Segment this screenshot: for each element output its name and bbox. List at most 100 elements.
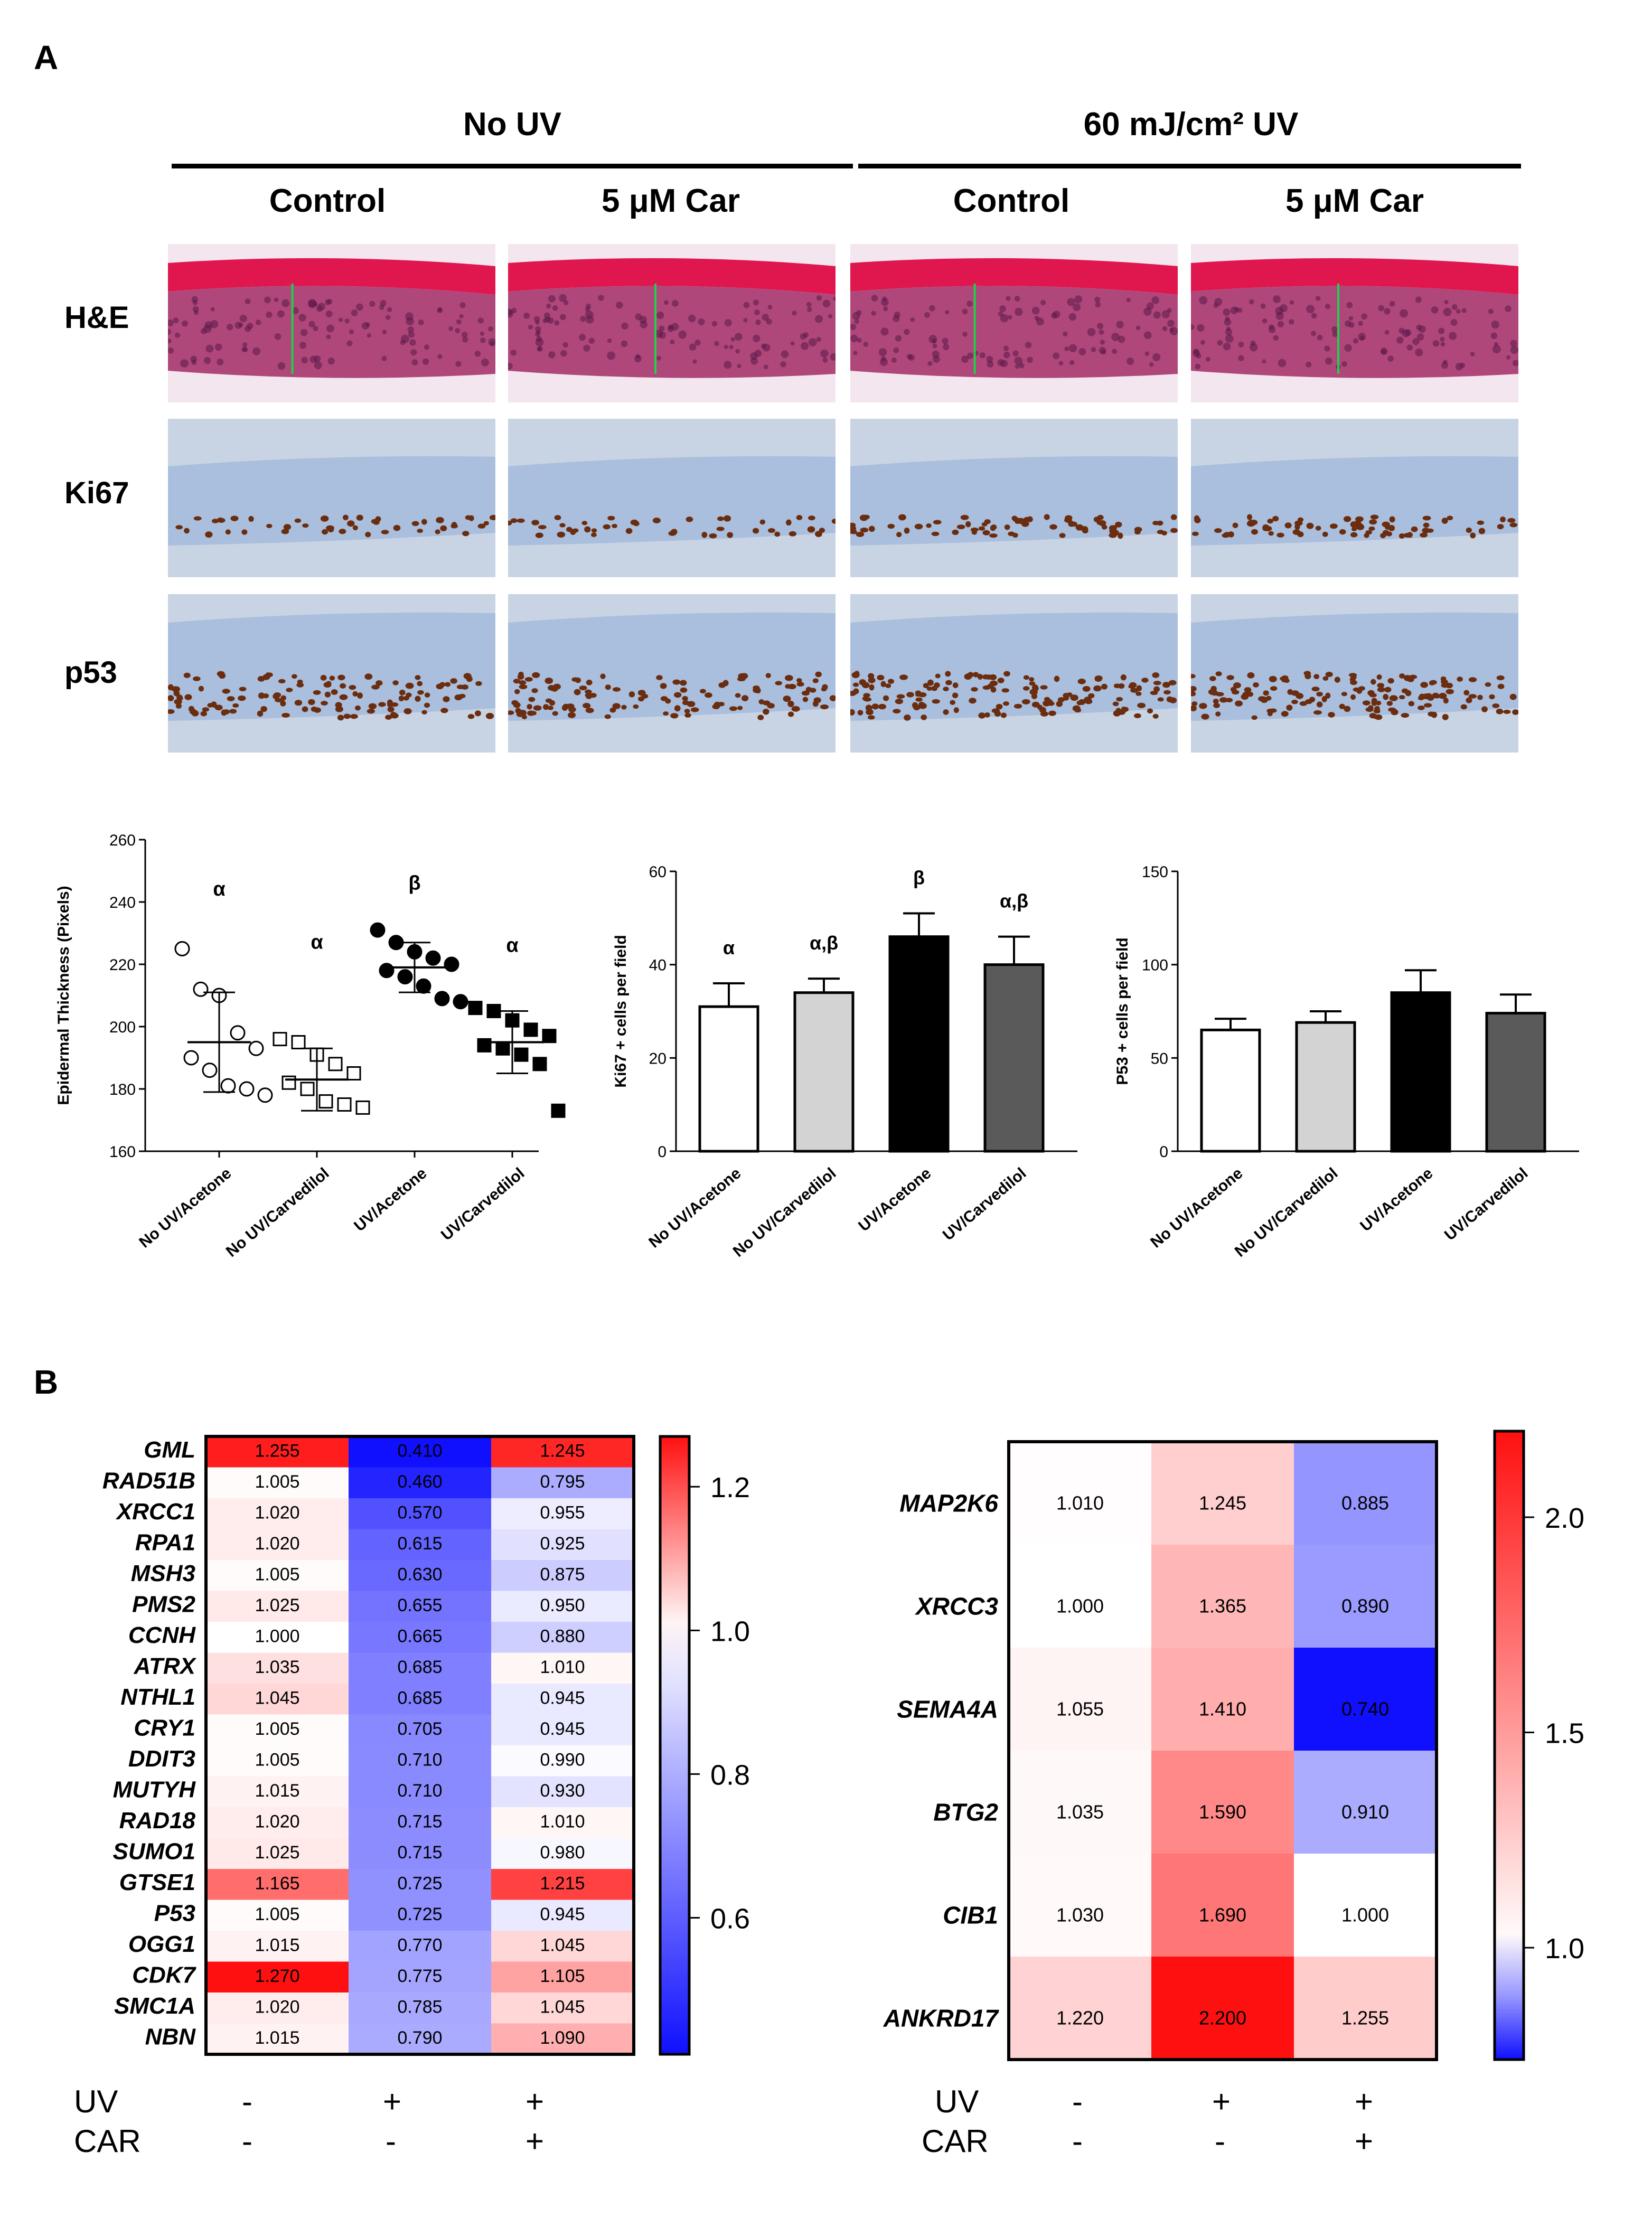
stained-nucleus <box>621 704 627 710</box>
stained-nucleus <box>964 673 972 680</box>
gene-label: SUMO1 <box>113 1838 195 1864</box>
nucleus <box>365 322 370 327</box>
stained-nucleus <box>1044 697 1050 702</box>
heatmap-cell <box>206 1961 349 1993</box>
nucleus <box>523 312 530 319</box>
nucleus <box>1034 315 1039 321</box>
stained-nucleus <box>1418 696 1424 701</box>
stained-nucleus <box>212 519 219 523</box>
stained-nucleus <box>1457 676 1463 682</box>
stained-nucleus <box>424 692 430 698</box>
heatmap-value: 1.045 <box>540 1997 585 2017</box>
stained-nucleus <box>1309 697 1316 702</box>
stained-nucleus <box>767 703 775 709</box>
heatmap-cell <box>349 1467 491 1498</box>
nucleus <box>755 319 761 325</box>
stained-nucleus <box>1299 701 1308 706</box>
stained-nucleus <box>1313 674 1320 680</box>
nucleus <box>1400 309 1408 318</box>
stained-nucleus <box>281 529 289 534</box>
stained-nucleus <box>368 703 377 709</box>
stained-nucleus <box>1507 518 1516 523</box>
nucleus <box>1101 350 1106 355</box>
stained-nucleus <box>543 704 549 710</box>
nucleus <box>621 340 628 347</box>
stained-nucleus <box>943 709 949 715</box>
stained-nucleus <box>1404 675 1412 681</box>
nucleus <box>1359 336 1365 341</box>
stained-nucleus <box>978 526 985 531</box>
histology-he-car-uv <box>1191 244 1518 402</box>
stained-nucleus <box>765 673 771 679</box>
heatmap-cell <box>1151 1751 1294 1854</box>
nucleus <box>508 362 513 370</box>
nucleus <box>1143 331 1152 340</box>
nucleus <box>1167 319 1175 327</box>
heatmap-cell <box>491 1931 634 1962</box>
heatmap-cell <box>1009 1648 1151 1751</box>
nucleus <box>806 302 812 307</box>
bar <box>698 1005 759 1153</box>
heatmap-value: 1.045 <box>255 1688 299 1708</box>
heatmap-cell <box>349 1993 491 2024</box>
nucleus <box>490 341 495 346</box>
nucleus <box>1490 332 1497 339</box>
nucleus <box>245 298 251 305</box>
stained-nucleus <box>729 706 738 711</box>
stained-nucleus <box>320 674 327 681</box>
nucleus <box>563 300 569 305</box>
stained-nucleus <box>1011 515 1018 521</box>
stained-nucleus <box>559 523 566 528</box>
nucleus <box>580 316 586 322</box>
nucleus <box>635 313 642 321</box>
heatmap-cell <box>349 1745 491 1777</box>
heatmap-value: 0.715 <box>397 1843 442 1863</box>
stained-nucleus <box>1049 524 1057 530</box>
stained-nucleus <box>1328 712 1335 718</box>
stained-nucleus <box>1219 697 1228 703</box>
nucleus <box>546 303 551 309</box>
nucleus <box>309 355 317 363</box>
nucleus <box>924 312 930 318</box>
nucleus <box>1214 298 1223 306</box>
stained-nucleus <box>1481 706 1488 712</box>
stained-nucleus <box>586 680 593 685</box>
nucleus <box>792 311 797 316</box>
condition-uv-2: + <box>383 2084 402 2119</box>
nucleus <box>1456 309 1461 314</box>
stained-nucleus <box>376 680 383 686</box>
bar <box>793 991 855 1153</box>
column-header-car-uv: 5 μM Car <box>1285 183 1424 219</box>
stained-nucleus <box>791 706 800 712</box>
nucleus <box>766 318 772 325</box>
stained-nucleus <box>567 712 576 718</box>
stained-nucleus <box>915 697 923 702</box>
stained-nucleus <box>1199 703 1207 709</box>
nucleus <box>301 356 308 364</box>
data-point <box>495 1041 510 1056</box>
heatmap-value: 1.245 <box>1199 1492 1246 1514</box>
condition-car-2: - <box>386 2123 396 2159</box>
stained-nucleus <box>1153 686 1160 692</box>
nucleus <box>961 355 969 363</box>
nucleus <box>1118 335 1125 343</box>
nucleus <box>382 330 387 335</box>
nucleus <box>808 338 817 346</box>
stained-nucleus <box>474 710 481 717</box>
stained-nucleus <box>1446 689 1454 694</box>
stained-nucleus <box>1272 515 1279 522</box>
nucleus <box>344 318 350 324</box>
histology-ki67-control-uv <box>850 419 1178 577</box>
heatmap-border <box>204 1435 635 2056</box>
nucleus <box>1331 326 1338 332</box>
histology-p53-car-uv <box>1191 594 1518 753</box>
stained-nucleus <box>1291 699 1298 704</box>
nucleus <box>588 337 595 344</box>
stained-nucleus <box>1096 520 1102 525</box>
nucleus <box>730 337 735 342</box>
stained-nucleus <box>716 527 725 531</box>
nucleus <box>1196 353 1202 359</box>
heatmap-value: 0.945 <box>540 1688 585 1708</box>
heatmap-value: 0.570 <box>397 1503 442 1523</box>
nucleus <box>1289 319 1294 325</box>
